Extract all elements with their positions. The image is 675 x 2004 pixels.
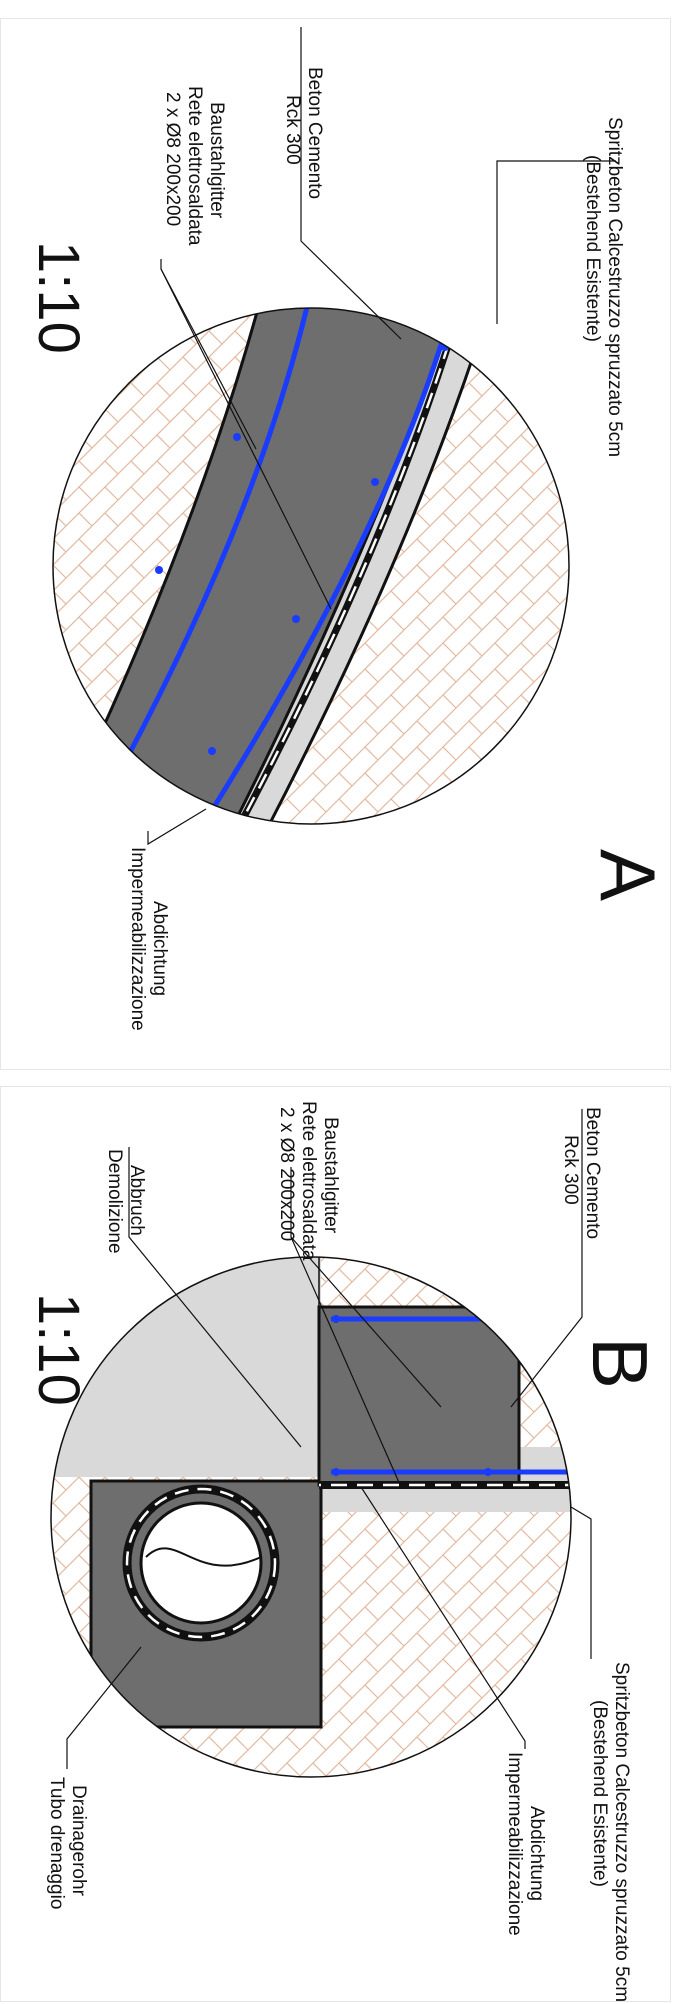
svg-text:2 x Ø8 200x200: 2 x Ø8 200x200 xyxy=(276,1107,297,1241)
detail-a-circle xyxy=(52,307,570,825)
svg-text:Drainagerohr: Drainagerohr xyxy=(68,1785,89,1897)
detail-b-leaders xyxy=(66,1109,592,1769)
detail-b-drain-label: Drainagerohr Tubo drenaggio xyxy=(46,1777,89,1909)
detail-a-leaders xyxy=(147,27,616,846)
detail-a-scale: 1:10 xyxy=(26,241,91,354)
svg-text:Impermeabilizzazione: Impermeabilizzazione xyxy=(504,1752,525,1936)
detail-b-circle xyxy=(50,1256,572,1778)
svg-text:1:10: 1:10 xyxy=(26,1293,91,1406)
rebar-inner xyxy=(178,318,452,824)
detail-b-frame: Beton Cemento Rck 300 Baustahlgitter Ret… xyxy=(0,1086,671,2002)
detail-a-mesh-label: Baustahlgitter Rete elettrosaldata 2 x Ø… xyxy=(162,86,227,246)
svg-text:A: A xyxy=(584,849,672,901)
svg-text:Beton Cemento: Beton Cemento xyxy=(582,1107,603,1239)
detail-a-concrete-label: Beton Cemento Rck 300 xyxy=(282,67,325,199)
detail-a-letter: A xyxy=(584,849,672,901)
svg-text:Spritzbeton Calcestruzzo spruz: Spritzbeton Calcestruzzo spruzzato 5cm xyxy=(604,117,625,457)
detail-b-demolition-label: Abbruch Demolizione xyxy=(104,1149,147,1254)
detail-b-waterproof-label: Abdichtung Impermeabilizzazione xyxy=(504,1752,547,1936)
svg-text:Beton Cemento: Beton Cemento xyxy=(304,67,325,199)
svg-text:Impermeabilizzazione: Impermeabilizzazione xyxy=(127,847,148,1031)
svg-text:Baustahlgitter: Baustahlgitter xyxy=(206,102,227,219)
detail-b-letter: B xyxy=(576,1337,664,1389)
detail-a-waterproof-label: Abdichtung Impermeabilizzazione xyxy=(127,847,170,1031)
svg-text:Tubo drenaggio: Tubo drenaggio xyxy=(46,1777,67,1909)
detail-b-shotcrete-label: Spritzbeton Calcestruzzo spruzzato 5cm (… xyxy=(589,1662,632,2002)
svg-text:Abbruch: Abbruch xyxy=(126,1165,147,1236)
svg-text:Rete elettrosaldata: Rete elettrosaldata xyxy=(298,1101,319,1261)
detail-a-drawing: Spritzbeton Calcestruzzo spruzzato 5cm (… xyxy=(26,27,672,1031)
detail-a-section xyxy=(53,308,569,824)
detail-a-shotcrete-label: Spritzbeton Calcestruzzo spruzzato 5cm (… xyxy=(582,117,625,457)
svg-text:1:10: 1:10 xyxy=(26,241,91,354)
svg-text:Rck 300: Rck 300 xyxy=(282,95,303,165)
svg-text:(Bestehend Esistente): (Bestehend Esistente) xyxy=(589,1700,610,1887)
svg-text:(Bestehend Esistente): (Bestehend Esistente) xyxy=(582,155,603,342)
detail-b-drawing: Beton Cemento Rck 300 Baustahlgitter Ret… xyxy=(26,1101,664,2002)
detail-b-section xyxy=(51,1257,571,1777)
svg-text:Spritzbeton Calcestruzzo spruz: Spritzbeton Calcestruzzo spruzzato 5cm xyxy=(611,1662,632,2002)
concrete-wall xyxy=(317,1305,521,1487)
detail-a-frame: Spritzbeton Calcestruzzo spruzzato 5cm (… xyxy=(0,18,672,1070)
detail-b-concrete-label: Beton Cemento Rck 300 xyxy=(560,1107,603,1239)
svg-text:2 x Ø8 200x200: 2 x Ø8 200x200 xyxy=(162,92,183,226)
svg-text:Demolizione: Demolizione xyxy=(104,1149,125,1254)
svg-text:Rete elettrosaldata: Rete elettrosaldata xyxy=(184,86,205,246)
drain-pipe xyxy=(139,1501,263,1625)
svg-text:Baustahlgitter: Baustahlgitter xyxy=(320,1117,341,1234)
detail-b-mesh-label: Baustahlgitter Rete elettrosaldata 2 x Ø… xyxy=(276,1101,341,1261)
svg-text:B: B xyxy=(576,1337,664,1389)
svg-text:Abdichtung: Abdichtung xyxy=(526,1806,547,1901)
svg-text:Rck 300: Rck 300 xyxy=(560,1135,581,1205)
svg-text:Abdichtung: Abdichtung xyxy=(149,901,170,996)
detail-b-scale: 1:10 xyxy=(26,1293,91,1406)
